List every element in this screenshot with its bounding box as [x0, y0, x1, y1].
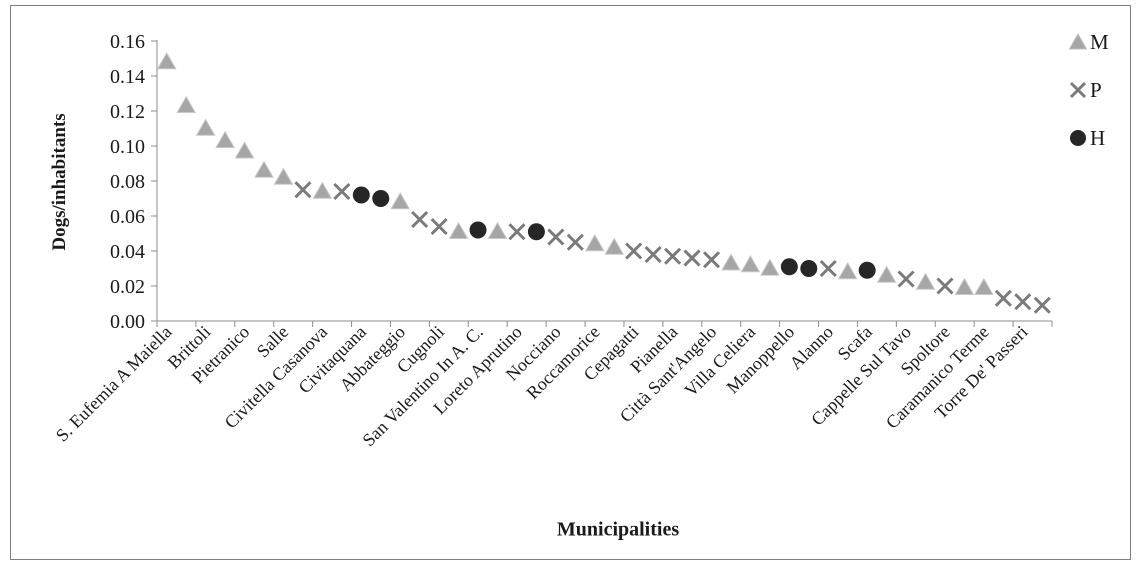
y-tick-label: 0.14 — [110, 66, 145, 88]
point-p — [1014, 293, 1032, 311]
point-p — [644, 245, 662, 264]
point-m — [195, 118, 216, 136]
point-m — [740, 254, 761, 273]
legend-item-p: P — [1068, 78, 1102, 102]
legend-label-h: H — [1090, 125, 1106, 150]
point-p — [566, 233, 584, 251]
point-p — [936, 277, 954, 295]
point-h — [800, 260, 818, 277]
legend-label-m: M — [1090, 29, 1109, 54]
x-mark-icon — [1069, 81, 1087, 99]
point-h — [780, 258, 798, 276]
legend-label-p: P — [1090, 77, 1102, 102]
point-h — [527, 223, 545, 241]
y-tick-labels: 0.00 0.02 0.04 0.06 0.08 0.10 0.12 0.14 0.16 — [110, 31, 145, 333]
circle-icon — [1070, 130, 1086, 146]
point-m — [760, 258, 780, 276]
axes — [151, 40, 1053, 327]
x-tick-label: S. Eufemia A Maiella — [52, 322, 176, 446]
point-m — [254, 160, 274, 178]
point-h — [858, 261, 876, 279]
point-m — [390, 191, 411, 210]
point-m — [837, 261, 858, 280]
point-p — [664, 247, 682, 265]
point-p — [994, 289, 1012, 307]
y-tick-label: 0.08 — [110, 171, 145, 193]
y-tick-label: 0.00 — [110, 311, 145, 333]
y-tick-label: 0.10 — [110, 136, 145, 158]
point-m — [487, 221, 508, 239]
y-tick-label: 0.02 — [110, 276, 145, 298]
data-points — [156, 51, 1051, 314]
legend-item-m: M — [1068, 30, 1109, 54]
point-h — [372, 190, 390, 207]
point-m — [156, 51, 177, 70]
point-m — [954, 277, 975, 295]
point-m — [273, 167, 294, 185]
point-p — [683, 249, 701, 267]
point-m — [721, 253, 741, 271]
point-h — [469, 221, 487, 239]
y-tick-label: 0.04 — [110, 241, 145, 263]
point-p — [508, 223, 526, 241]
point-p — [411, 210, 429, 229]
triangle-icon — [1068, 32, 1088, 50]
point-m — [604, 237, 625, 255]
point-m — [915, 272, 936, 290]
point-p — [333, 182, 351, 201]
point-m — [234, 141, 255, 159]
point-m — [584, 233, 605, 252]
x-axis-label: Municipalities — [556, 518, 680, 541]
point-m — [448, 221, 469, 239]
point-m — [176, 95, 197, 113]
point-p — [897, 270, 915, 288]
point-m — [215, 130, 235, 148]
point-p — [294, 181, 312, 199]
point-m — [312, 181, 333, 199]
point-p — [547, 228, 565, 246]
x-tick-label: Alanno — [785, 322, 837, 374]
point-p — [430, 217, 448, 236]
y-tick-label: 0.12 — [110, 101, 145, 123]
point-m — [974, 277, 994, 295]
y-tick-label: 0.16 — [110, 31, 145, 53]
point-p — [819, 259, 837, 278]
y-axis-label: Dogs/inhabitants — [49, 113, 70, 251]
chart-frame — [10, 5, 1131, 560]
y-tick-label: 0.06 — [110, 206, 145, 228]
point-p — [625, 242, 643, 260]
point-p — [1033, 296, 1051, 314]
point-h — [352, 186, 370, 204]
legend-item-h: H — [1068, 126, 1105, 150]
point-m — [876, 265, 897, 283]
point-p — [702, 251, 721, 269]
